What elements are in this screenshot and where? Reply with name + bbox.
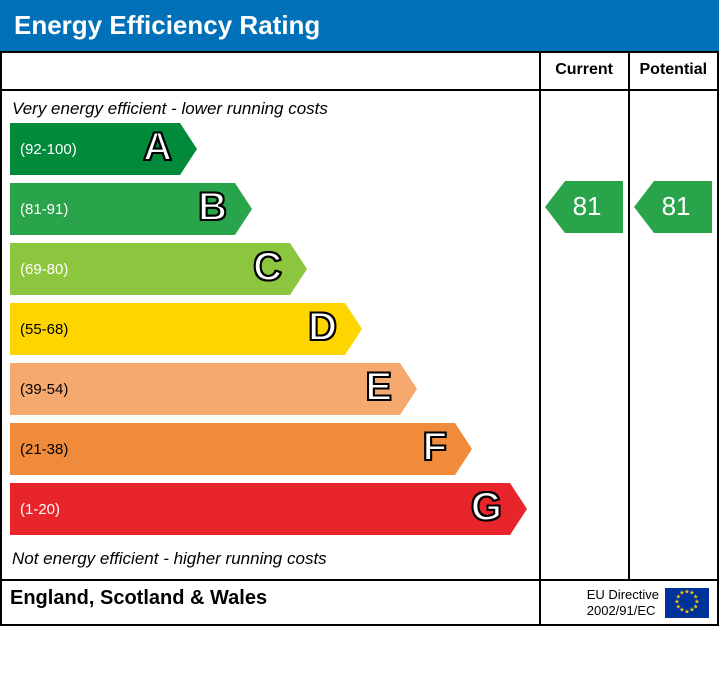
band-notch-B [235, 183, 252, 235]
directive-line1: EU Directive [587, 587, 659, 603]
band-letter-G: G [471, 485, 502, 530]
band-notch-F [455, 423, 472, 475]
directive-wrap: EU Directive 2002/91/EC ★★★★★★★★★★★★ [549, 587, 709, 618]
band-notch-D [345, 303, 362, 355]
eu-star-icon: ★ [684, 609, 689, 616]
header-spacer [1, 52, 540, 90]
eu-star-icon: ★ [689, 608, 694, 615]
band-letter-A: A [143, 125, 172, 170]
band-letter-C: C [253, 245, 282, 290]
rating-value-current: 81 [573, 191, 602, 222]
band-C: (69-80) C [10, 243, 539, 295]
band-bar-C: (69-80) C [10, 243, 290, 295]
region-text: England, Scotland & Wales [10, 587, 267, 609]
band-notch-E [400, 363, 417, 415]
band-letter-D: D [308, 305, 337, 350]
chart-title: Energy Efficiency Rating [0, 0, 719, 51]
region-cell: England, Scotland & Wales [1, 580, 540, 625]
col-header-current: Current [540, 52, 629, 90]
band-range-B: (81-91) [10, 201, 68, 218]
band-notch-A [180, 123, 197, 175]
band-notch-G [510, 483, 527, 535]
band-F: (21-38) F [10, 423, 539, 475]
rating-cell-potential: 81 [629, 90, 718, 580]
directive-line2: 2002/91/EC [587, 603, 659, 619]
directive-text: EU Directive 2002/91/EC [587, 587, 659, 618]
band-B: (81-91) B [10, 183, 539, 235]
band-range-F: (21-38) [10, 441, 68, 458]
band-letter-E: E [365, 365, 392, 410]
epc-table: Current Potential Very energy efficient … [0, 51, 719, 626]
band-E: (39-54) E [10, 363, 539, 415]
band-bar-F: (21-38) F [10, 423, 455, 475]
rating-arrow-current: 81 [545, 181, 623, 233]
band-range-G: (1-20) [10, 501, 60, 518]
bands-area: (92-100) A (81-91) B (69-80) C (55-68) D (39-54)… [2, 123, 539, 543]
band-range-D: (55-68) [10, 321, 68, 338]
footer-row: England, Scotland & Wales EU Directive 2… [1, 580, 718, 625]
eu-star-icon: ★ [679, 590, 684, 597]
col-header-potential: Potential [629, 52, 718, 90]
band-bar-G: (1-20) G [10, 483, 510, 535]
directive-cell: EU Directive 2002/91/EC ★★★★★★★★★★★★ [540, 580, 718, 625]
eu-flag-icon: ★★★★★★★★★★★★ [665, 588, 709, 618]
body-row: Very energy efficient - lower running co… [1, 90, 718, 580]
band-letter-F: F [423, 425, 447, 470]
band-bar-E: (39-54) E [10, 363, 400, 415]
band-bar-A: (92-100) A [10, 123, 180, 175]
band-A: (92-100) A [10, 123, 539, 175]
bands-cell: Very energy efficient - lower running co… [1, 90, 540, 580]
caption-top: Very energy efficient - lower running co… [2, 91, 539, 123]
band-G: (1-20) G [10, 483, 539, 535]
band-range-C: (69-80) [10, 261, 68, 278]
band-D: (55-68) D [10, 303, 539, 355]
epc-chart: Energy Efficiency Rating Current Potenti… [0, 0, 719, 626]
band-range-E: (39-54) [10, 381, 68, 398]
band-bar-B: (81-91) B [10, 183, 235, 235]
band-letter-B: B [198, 185, 227, 230]
band-range-A: (92-100) [10, 141, 77, 158]
header-row: Current Potential [1, 52, 718, 90]
band-notch-C [290, 243, 307, 295]
caption-bottom: Not energy efficient - higher running co… [2, 543, 539, 577]
rating-value-potential: 81 [662, 191, 691, 222]
rating-cell-current: 81 [540, 90, 629, 580]
band-bar-D: (55-68) D [10, 303, 345, 355]
rating-arrow-potential: 81 [634, 181, 712, 233]
